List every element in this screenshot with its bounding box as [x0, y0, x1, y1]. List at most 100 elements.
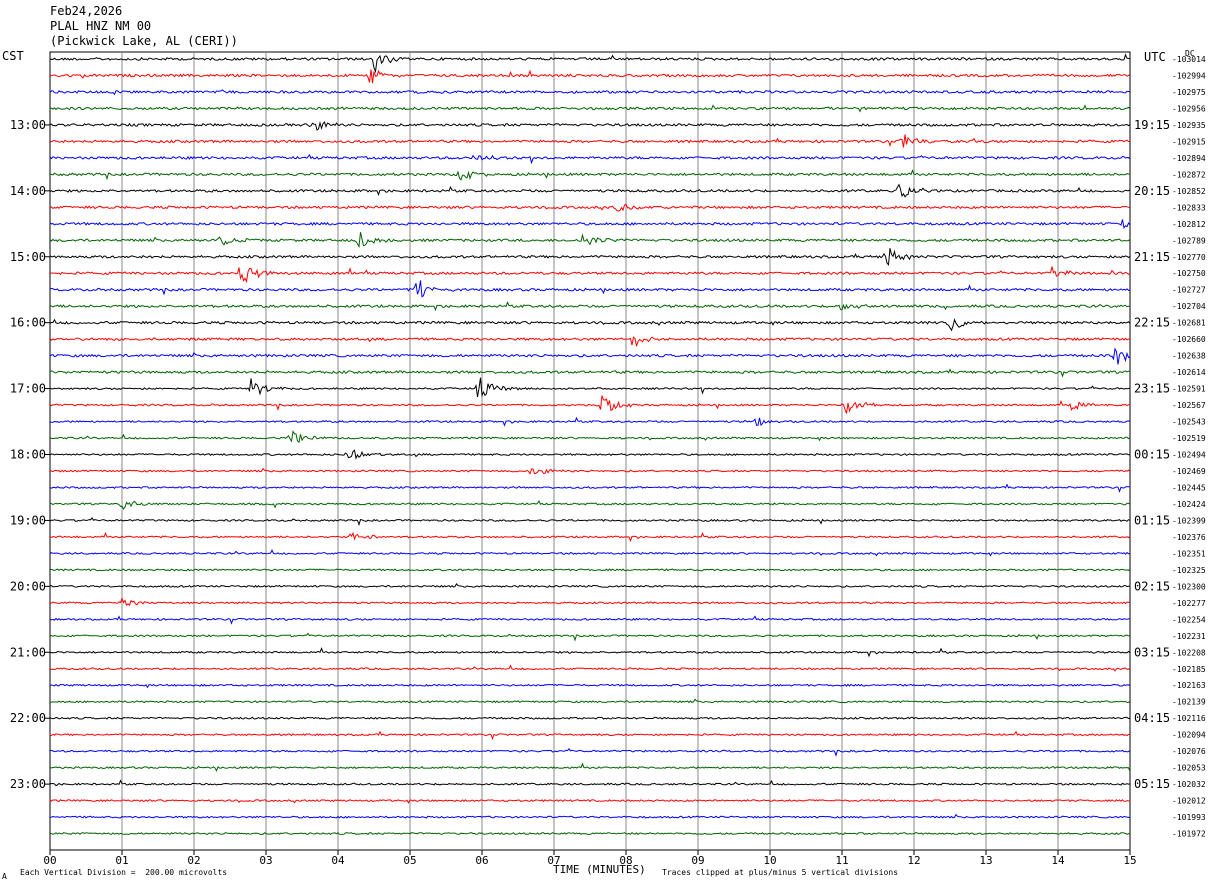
trace-line	[49, 336, 1131, 347]
trace-line	[49, 531, 1131, 543]
dc-offset-label: -102300	[1172, 582, 1206, 591]
left-hour-label: 18:00	[10, 448, 46, 462]
header-location: (Pickwick Lake, AL (CERI))	[50, 34, 238, 48]
dc-offset-label: -102519	[1172, 434, 1206, 443]
right-hour-label: 00:15	[1134, 448, 1170, 462]
trace-line	[49, 615, 1131, 625]
left-hour-label: 16:00	[10, 316, 46, 330]
right-hour-label: 21:15	[1134, 250, 1170, 264]
dc-offset-label: -102704	[1172, 302, 1206, 311]
trace-line	[49, 449, 1130, 460]
x-tick-label: 15	[1123, 854, 1136, 867]
trace-line	[49, 762, 1131, 772]
trace-line	[49, 169, 1131, 181]
trace-line	[50, 730, 1131, 741]
x-tick-label: 10	[763, 854, 776, 867]
dc-offset-label: -102770	[1172, 253, 1206, 262]
x-tick-label: 07	[547, 854, 560, 867]
dc-label: DC	[1185, 49, 1195, 58]
right-hour-label: 22:15	[1134, 316, 1170, 330]
x-tick-label: 00	[43, 854, 56, 867]
left-hour-label: 22:00	[10, 711, 46, 725]
dc-offset-label: -102494	[1172, 451, 1206, 460]
trace-line	[49, 483, 1131, 493]
clip-note: Traces clipped at plus/minus 5 vertical …	[662, 868, 899, 877]
trace-line	[49, 832, 1131, 836]
dc-offset-label: -102660	[1172, 335, 1206, 344]
trace-line	[49, 219, 1131, 230]
trace-line	[49, 813, 1131, 819]
right-hour-label: 01:15	[1134, 513, 1170, 527]
dc-offset-label: -102591	[1172, 385, 1206, 394]
trace-line	[50, 779, 1131, 787]
dc-offset-label: -102376	[1172, 533, 1206, 542]
x-tick-label: 12	[907, 854, 920, 867]
trace-line	[49, 183, 1131, 198]
dc-offset-label: -102325	[1172, 566, 1206, 575]
dc-offset-label: -102638	[1172, 352, 1206, 361]
dc-offset-label: -102445	[1172, 483, 1206, 492]
dc-offset-label: -102543	[1172, 418, 1206, 427]
trace-line	[49, 597, 1131, 607]
x-tick-label: 08	[619, 854, 632, 867]
trace-line	[49, 347, 1131, 365]
trace-line	[49, 499, 1131, 510]
trace-line	[49, 377, 1131, 398]
dc-offset-label: -101993	[1172, 813, 1206, 822]
trace-line	[49, 232, 1131, 249]
trace-line	[49, 89, 1131, 96]
x-tick-label: 05	[403, 854, 416, 867]
left-hour-label: 17:00	[10, 382, 46, 396]
right-timezone-label: UTC	[1144, 50, 1166, 64]
trace-line	[49, 301, 1131, 312]
dc-offset-label: -102277	[1172, 599, 1206, 608]
trace-line	[49, 467, 1131, 475]
dc-offset-label: -102469	[1172, 467, 1206, 476]
trace-line	[49, 430, 1131, 444]
grid-lines	[45, 51, 1131, 855]
left-hour-label: 19:00	[10, 513, 46, 527]
dc-offset-label: -102032	[1172, 780, 1206, 789]
scale-note: Each Vertical Division = 200.00 microvol…	[20, 868, 228, 877]
trace-line	[49, 120, 1131, 131]
x-tick-label: 06	[475, 854, 488, 867]
right-hour-label: 04:15	[1134, 711, 1170, 725]
dc-offset-label: -102812	[1172, 220, 1206, 229]
trace-line	[49, 799, 1131, 804]
dc-offset-label: -102614	[1172, 368, 1206, 377]
trace-line	[49, 716, 1131, 720]
dc-offset-label: -102681	[1172, 319, 1206, 328]
trace-line	[49, 632, 1131, 642]
left-hour-label: 13:00	[10, 118, 46, 132]
header-station: PLAL HNZ NM 00	[50, 19, 152, 33]
dc-offset-label: -102894	[1172, 154, 1206, 163]
trace-line	[49, 583, 1131, 588]
dc-offset-label: -102975	[1172, 88, 1206, 97]
right-hour-label: 02:15	[1134, 579, 1170, 593]
dc-offset-label: -102094	[1172, 731, 1206, 740]
x-tick-label: 13	[979, 854, 992, 867]
left-timezone-label: CST	[2, 49, 24, 63]
dc-offset-label: -102351	[1172, 549, 1206, 558]
trace-line	[49, 416, 1131, 427]
trace-line	[49, 368, 1131, 378]
trace-line	[49, 318, 1131, 332]
right-hour-label: 19:15	[1134, 118, 1170, 132]
right-hour-label: 20:15	[1134, 184, 1170, 198]
corner-mark: A	[2, 872, 7, 881]
dc-offset-label: -102994	[1172, 71, 1206, 80]
x-tick-label: 03	[259, 854, 272, 867]
dc-offset-label: -102012	[1172, 797, 1206, 806]
seismic-traces	[49, 53, 1131, 836]
plot-frame	[49, 51, 1131, 851]
trace-line	[49, 134, 1131, 148]
left-hour-label: 23:00	[10, 777, 46, 791]
trace-line	[49, 568, 1131, 572]
trace-line	[49, 683, 1131, 689]
dc-offset-label: -102399	[1172, 516, 1206, 525]
trace-line	[49, 517, 1131, 527]
trace-line	[49, 69, 1131, 84]
dc-offset-label: -102076	[1172, 747, 1206, 756]
left-hour-label: 15:00	[10, 250, 46, 264]
